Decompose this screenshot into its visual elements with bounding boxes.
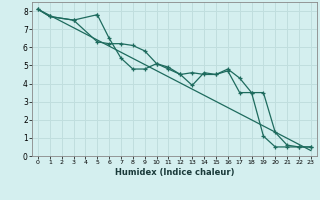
X-axis label: Humidex (Indice chaleur): Humidex (Indice chaleur) — [115, 168, 234, 177]
